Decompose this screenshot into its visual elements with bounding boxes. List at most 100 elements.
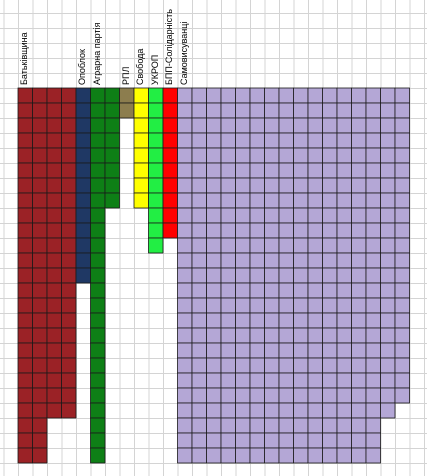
seat-cell [351, 87, 367, 104]
seat-cell [177, 102, 193, 119]
seat-cell [177, 447, 193, 464]
seat-cell [394, 162, 410, 179]
seat-cell [191, 447, 207, 464]
seat-cell [191, 162, 207, 179]
seat-cell [278, 372, 294, 389]
seat-cell [235, 117, 251, 134]
seat-cell [90, 372, 106, 389]
seat-cell [191, 237, 207, 254]
seat-cell [351, 387, 367, 404]
seat-cell [336, 192, 352, 209]
seat-cell [46, 117, 62, 134]
seat-cell [46, 177, 62, 194]
seat-cell [220, 387, 236, 404]
seat-cell [75, 252, 91, 269]
seat-cell [235, 447, 251, 464]
seat-cell [394, 237, 410, 254]
seat-cell [249, 432, 265, 449]
seat-cell [17, 177, 33, 194]
seat-cell [264, 222, 280, 239]
seat-cell [278, 402, 294, 419]
seat-cell [264, 327, 280, 344]
seat-cell [46, 237, 62, 254]
seat-cell [336, 357, 352, 374]
seat-cell [351, 342, 367, 359]
seat-cell [278, 117, 294, 134]
seat-cell [90, 342, 106, 359]
seat-cell [32, 357, 48, 374]
seat-cell [32, 312, 48, 329]
seat-cell [206, 297, 222, 314]
seat-cell [278, 357, 294, 374]
seat-cell [293, 222, 309, 239]
seat-cell [61, 237, 77, 254]
seat-cell [61, 147, 77, 164]
seat-cell [206, 447, 222, 464]
seat-cell [46, 102, 62, 119]
seat-cell [32, 417, 48, 434]
seat-cell [264, 132, 280, 149]
seat-cell [104, 192, 120, 209]
seat-cell [380, 132, 396, 149]
seat-cell [17, 432, 33, 449]
seat-cell [61, 342, 77, 359]
seat-cell [90, 357, 106, 374]
seat-cell [293, 402, 309, 419]
party-label: БПП-Солідарність [164, 9, 174, 85]
seat-cell [148, 102, 164, 119]
seat-cell [278, 177, 294, 194]
seat-cell [365, 237, 381, 254]
seat-cell [380, 357, 396, 374]
seat-cell [32, 432, 48, 449]
seat-cell [191, 342, 207, 359]
seat-cell [249, 207, 265, 224]
seat-cell [220, 87, 236, 104]
seat-cell [278, 267, 294, 284]
seat-cell [264, 252, 280, 269]
seat-cell [293, 342, 309, 359]
seat-cell [351, 372, 367, 389]
seat-cell [177, 387, 193, 404]
seat-cell [365, 297, 381, 314]
seat-cell [206, 222, 222, 239]
seat-cell [394, 312, 410, 329]
seat-cell [206, 162, 222, 179]
seat-cell [90, 102, 106, 119]
seat-cell [191, 87, 207, 104]
seat-cell [17, 357, 33, 374]
seat-cell [322, 267, 338, 284]
seat-cell [264, 267, 280, 284]
seat-cell [351, 222, 367, 239]
seat-cell [365, 132, 381, 149]
seat-cell [380, 252, 396, 269]
seat-cell [307, 417, 323, 434]
seat-cell [46, 327, 62, 344]
seat-cell [336, 447, 352, 464]
seat-cell [380, 87, 396, 104]
seat-cell [46, 87, 62, 104]
seat-cell [177, 372, 193, 389]
seat-cell [264, 417, 280, 434]
seat-cell [206, 372, 222, 389]
seat-cell [32, 222, 48, 239]
seat-cell [322, 192, 338, 209]
seat-cell [293, 432, 309, 449]
seat-cell [278, 252, 294, 269]
seat-cell [380, 282, 396, 299]
seat-cell [365, 432, 381, 449]
seat-cell [17, 132, 33, 149]
seat-cell [380, 372, 396, 389]
seat-cell [162, 207, 178, 224]
seat-cell [75, 222, 91, 239]
seat-cell [206, 312, 222, 329]
seat-cell [293, 372, 309, 389]
seat-cell [191, 222, 207, 239]
seat-cell [336, 237, 352, 254]
seat-cell [220, 447, 236, 464]
seat-cell [104, 162, 120, 179]
seat-cell [61, 102, 77, 119]
party-label: Свобода [135, 48, 145, 85]
seat-cell [46, 192, 62, 209]
seat-cell [191, 357, 207, 374]
